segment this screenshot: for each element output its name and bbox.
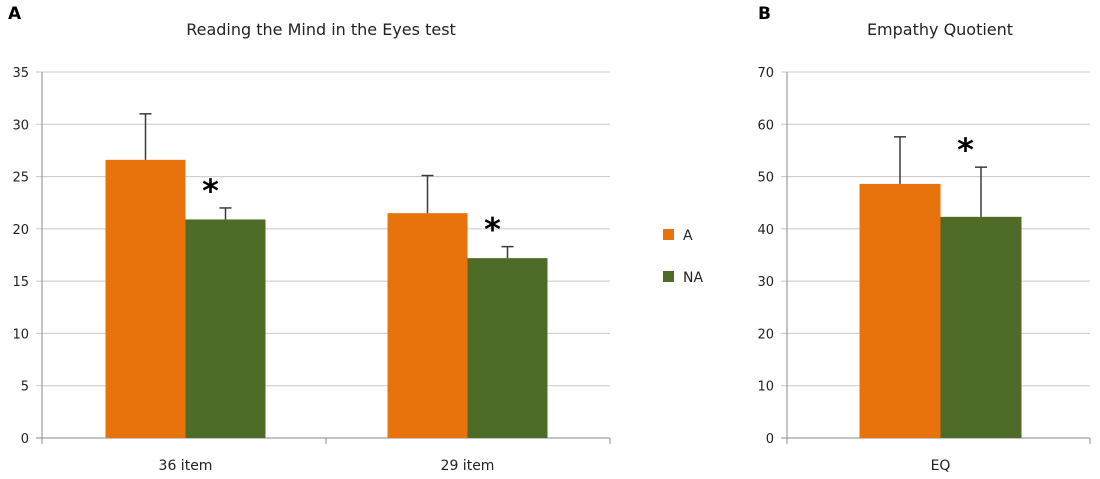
y-tick-label: 60 [757,118,774,133]
y-tick-label: 15 [12,275,29,290]
panel-a-label: A [8,4,22,24]
panel-b-label: B [758,4,771,24]
y-tick-label: 0 [766,432,774,447]
y-tick-label: 20 [12,223,29,238]
significance-marker: * [957,131,974,169]
y-tick-label: 70 [757,66,774,81]
bar-a-36-item [105,159,186,438]
panel-b-plot: 0 10 20 30 40 50 60 70 EQ * [757,66,1091,474]
y-tick-label: 30 [12,118,29,133]
y-tick-label: 5 [21,380,29,395]
y-tick-label: 10 [757,380,774,395]
y-tick-label: 20 [757,327,774,342]
panel-b-title: Empathy Quotient [867,20,1013,39]
y-tick-label: 35 [12,66,29,81]
x-category-label: EQ [931,458,951,474]
panel-a: A Reading the Mind in the Eyes test 0 5 10… [8,4,611,474]
significance-marker: * [202,172,219,210]
bar-na-eq [940,216,1022,438]
bar-a-29-item [387,213,468,438]
x-category-label: 29 item [441,458,495,474]
significance-marker: * [484,211,501,249]
panel-a-title: Reading the Mind in the Eyes test [186,20,456,39]
bar-a-eq [859,183,941,438]
panel-b: B Empathy Quotient 0 10 20 30 40 50 60 70 EQ * [757,4,1091,474]
y-tick-label: 0 [21,432,29,447]
y-tick-label: 30 [757,275,774,290]
legend-label-a: A [683,228,693,244]
y-tick-label: 50 [757,171,774,186]
y-tick-label: 10 [12,327,29,342]
bar-na-29-item [467,258,548,438]
legend-swatch-a [663,229,674,240]
x-category-label: 36 item [159,458,213,474]
panel-a-plot: 0 5 10 15 20 25 30 35 36 item 29 item * * [12,66,611,474]
y-tick-label: 25 [12,171,29,186]
y-tick-label: 40 [757,223,774,238]
legend: A NA [663,228,703,286]
legend-swatch-na [663,271,674,282]
legend-label-na: NA [683,270,703,286]
bar-na-36-item [185,219,266,438]
